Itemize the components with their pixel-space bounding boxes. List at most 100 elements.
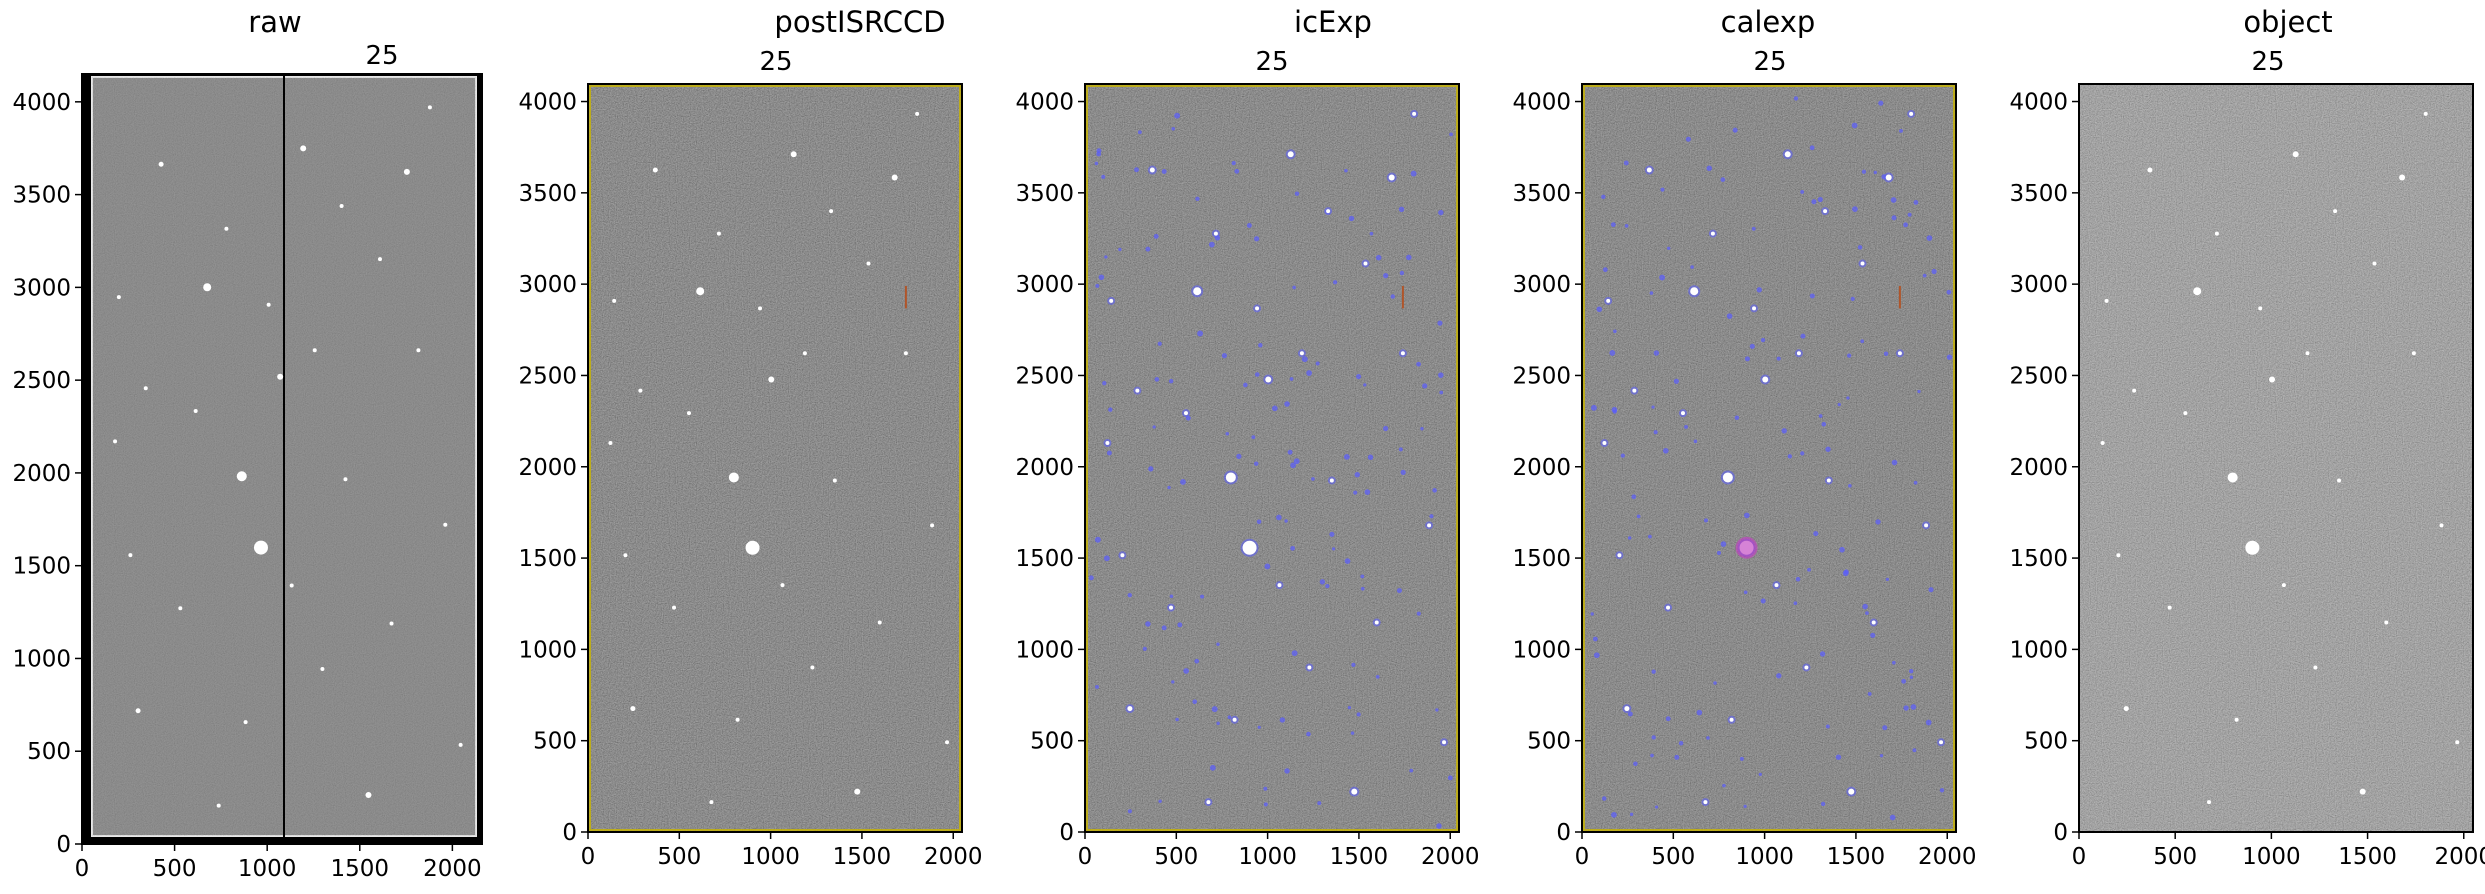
star [903,351,908,356]
star [1374,620,1379,625]
star [2292,151,2299,158]
detection-mask [1211,706,1218,713]
detection-mask [1848,484,1852,488]
detection-mask [1137,130,1142,135]
detection-mask [1301,356,1308,363]
y-tick-label: 3500 [1512,181,1571,207]
star [612,298,617,303]
detection-mask [1329,531,1335,537]
detection-mask [1817,196,1823,203]
detection-mask [1913,200,1919,205]
star [2104,298,2109,303]
y-tick-label: 2500 [1512,363,1571,389]
y-tick-label: 4000 [1512,90,1571,116]
detection-mask [1344,168,1348,173]
detection-mask [1776,356,1781,361]
detection-mask [1145,246,1151,252]
axes-frame [2078,83,2474,833]
y-tick-label: 2500 [1015,363,1074,389]
detection-mask [1627,536,1632,540]
star [1255,306,1260,311]
star [2116,553,2121,558]
detection-mask [1706,736,1710,740]
y-tick-label: 4000 [1015,90,1074,116]
y-tick-label: 500 [1030,729,1074,755]
detection-mask [1153,233,1159,239]
y-tick-label: 3500 [2009,181,2068,207]
star [1784,151,1791,158]
y-tick-label: 0 [2053,820,2068,846]
detection-mask [1167,485,1171,490]
star [427,105,432,110]
star [2313,665,2318,670]
detection-mask [1612,409,1617,414]
panel-annotation: 25 [365,41,398,71]
star [2439,523,2444,528]
detection-mask [1292,285,1296,290]
detection-mask [1813,531,1819,537]
detection-mask [1383,425,1389,432]
axes-frame [1084,83,1460,833]
star [143,386,148,391]
star [216,803,221,808]
star [1632,388,1637,393]
star [672,605,677,610]
y-tick-label: 1500 [1015,546,1074,572]
detection-mask [1926,235,1933,241]
y-tick-label: 500 [533,729,577,755]
y-tick-label: 500 [1527,729,1571,755]
y-tick-label: 3000 [12,275,71,301]
detection-mask [1344,558,1351,564]
detection-mask [1350,731,1355,735]
detection-mask [1678,740,1684,746]
x-tick-label: 0 [1078,844,1093,870]
detection-mask [1449,132,1453,137]
star [2147,167,2153,173]
star [1109,298,1114,303]
detection-mask [1851,122,1858,129]
detection-mask [1432,488,1437,493]
x-tick-label: 1000 [1735,844,1794,870]
detection-mask [1793,601,1798,606]
star [1105,441,1110,446]
star [802,351,807,356]
x-tick-label: 500 [153,856,197,882]
detection-mask [1850,296,1855,302]
star [1826,478,1831,483]
detection-mask [1601,796,1607,801]
star [1193,287,1202,296]
y-tick-label: 3000 [2009,272,2068,298]
star [458,742,463,747]
star [832,478,837,483]
image-panel-object: object 25 0 500 1000 1500 2000 0 500 1000 1500 2000… [2009,5,2485,870]
detection-mask [1254,372,1260,377]
y-tick-label: 500 [27,739,71,765]
star [312,348,317,353]
star [1722,472,1733,483]
star [945,740,950,745]
panel-annotation: 25 [1753,47,1786,77]
detection-mask [1152,425,1156,429]
detection-mask [1284,519,1288,523]
detection-mask [1127,809,1132,814]
detection-mask [1161,625,1167,631]
detection-mask [1353,490,1358,495]
detection-mask [1690,265,1694,269]
detection-mask [1660,187,1665,192]
x-tick-label: 0 [1575,844,1590,870]
star [1823,209,1828,214]
detection-mask [1177,622,1183,628]
detection-mask [1311,477,1315,481]
detection-mask [1106,450,1112,456]
y-tick-label: 2000 [12,461,71,487]
y-tick-label: 4000 [2009,90,2068,116]
detection-mask [1706,165,1712,172]
star [1729,717,1734,722]
image-noise [2079,84,2473,832]
detection-mask [1722,783,1726,788]
detection-mask [1257,725,1261,729]
detection-mask [1095,684,1099,689]
star [1897,351,1902,356]
detection-mask [1331,547,1336,551]
y-tick-label: 2500 [518,363,577,389]
